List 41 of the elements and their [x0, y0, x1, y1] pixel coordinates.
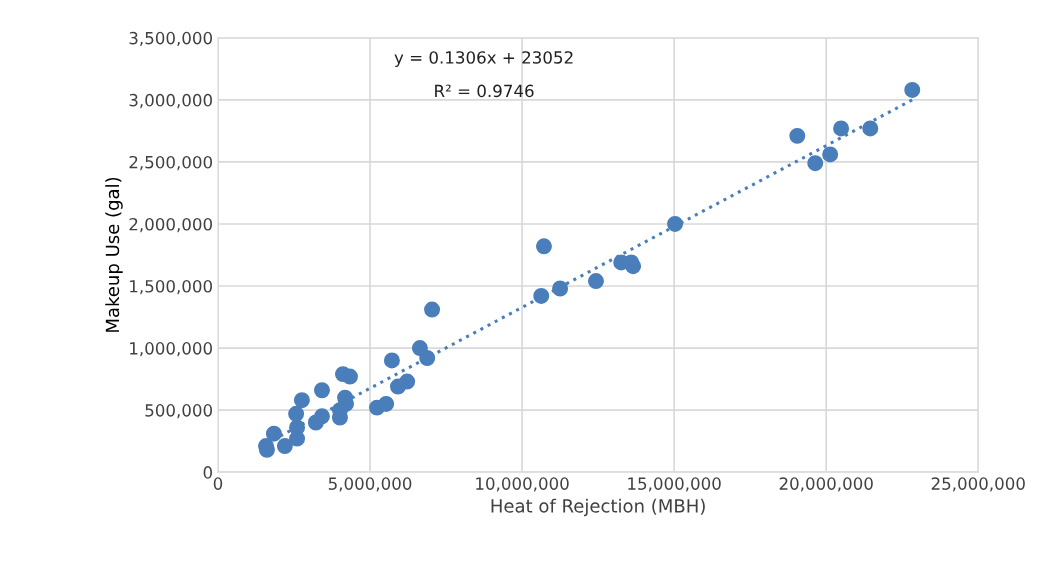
point: [265, 425, 282, 442]
point: [313, 382, 330, 399]
point: [587, 273, 604, 290]
y-tick-label: 1,500,000: [130, 279, 212, 295]
x-tick-label: 20,000,000: [779, 477, 873, 492]
point: [288, 405, 305, 422]
point: [667, 215, 684, 232]
y-tick-label: 3,000,000: [129, 93, 212, 109]
point: [625, 258, 642, 275]
point: [313, 408, 330, 425]
x-tick-label: 25,000,000: [931, 477, 1025, 492]
y-tick-label: 500,000: [145, 404, 212, 419]
point: [789, 127, 806, 144]
point: [904, 81, 921, 98]
point: [807, 155, 824, 172]
x-axis-title: Heat of Rejection (MBH): [491, 498, 705, 517]
point: [293, 392, 310, 409]
x-tick-label: 5,000,000: [328, 477, 412, 492]
y-axis-title: Makeup Use (gal): [105, 177, 123, 332]
point: [822, 146, 839, 163]
y-tick-label: 2,500,000: [129, 155, 212, 171]
x-tick-label: 15,000,000: [628, 477, 721, 492]
x-tick-label: 0: [213, 477, 223, 490]
y-tick-label: 0: [203, 466, 212, 479]
point: [419, 350, 436, 366]
point: [424, 301, 441, 318]
annotation: y = 0.1306x + 23052: [394, 51, 573, 67]
point: [535, 238, 552, 255]
point: [533, 287, 550, 304]
point: [399, 373, 416, 390]
x-tick-label: 10,000,000: [476, 477, 569, 492]
point: [862, 120, 879, 137]
annotation: R² = 0.9746: [435, 84, 534, 98]
y-tick-label: 3,500,000: [129, 31, 212, 47]
point: [833, 120, 850, 137]
y-tick-label: 1,000,000: [130, 342, 212, 357]
point: [378, 395, 395, 412]
point: [552, 280, 569, 297]
y-tick-label: 2,000,000: [129, 217, 212, 233]
point: [276, 438, 293, 455]
point: [383, 352, 400, 369]
